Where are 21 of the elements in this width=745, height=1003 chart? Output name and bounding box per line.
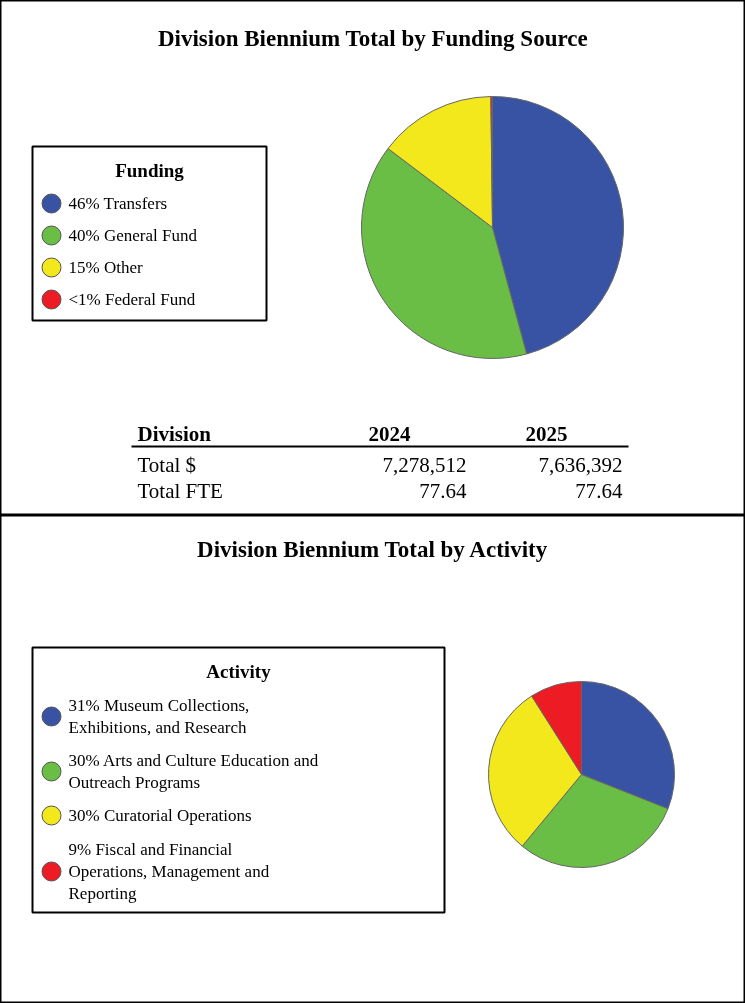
category-label: 2025	[525, 421, 568, 446]
legend-label: 31% Museum Collections, Exhibitions, and Research	[68, 696, 250, 737]
category-label: Division	[137, 421, 212, 446]
legend-label: <1% Federal Fund	[68, 290, 196, 309]
legend-label: 30% Curatorial Operations	[68, 806, 252, 825]
legend-label: 46% Transfers	[68, 194, 168, 213]
legend-title: Activity	[206, 661, 272, 682]
category-label: 2024	[368, 421, 411, 446]
legend-label: 30% Arts and Culture Education and Outreach Programs	[68, 751, 319, 792]
legend-label: 9% Fiscal and Financial Operations, Management and Reporting	[68, 840, 270, 903]
text: 77.64	[575, 478, 623, 503]
text: 7,278,512	[382, 452, 467, 477]
chart-title: Division Biennium Total by Activity	[197, 537, 548, 562]
category-label: Total FTE	[137, 478, 223, 503]
legend-title: Funding	[115, 160, 185, 181]
category-label: Total $	[137, 452, 197, 477]
legend-label: 15% Other	[68, 258, 143, 277]
legend-label: 40% General Fund	[68, 226, 198, 245]
chart-title: Division Biennium Total by Funding Source	[157, 26, 588, 51]
text: 77.64	[419, 478, 467, 503]
text: 7,636,392	[538, 452, 623, 477]
